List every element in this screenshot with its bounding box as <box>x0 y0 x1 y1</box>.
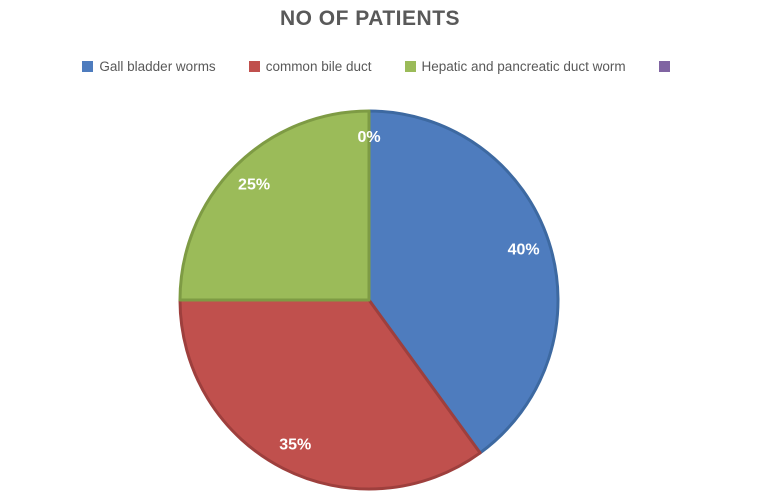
legend-marker-icon <box>658 60 670 72</box>
legend-item-2[interactable]: Hepatic and pancreatic duct worm <box>404 58 626 74</box>
legend-item-0[interactable]: Gall bladder worms <box>82 58 216 74</box>
pie-slice-label: 35% <box>279 436 311 453</box>
pie-slice-label: 40% <box>508 241 540 258</box>
legend-label: Gall bladder worms <box>99 58 216 74</box>
legend-label: Hepatic and pancreatic duct worm <box>421 58 626 74</box>
legend-item-1[interactable]: common bile duct <box>248 58 372 74</box>
pie-slice-1[interactable] <box>178 298 482 491</box>
legend-marker-icon <box>248 60 260 72</box>
pie-slice-label: 25% <box>238 177 270 194</box>
pie-slice-0[interactable] <box>367 109 560 455</box>
legend-label: common bile duct <box>265 58 372 74</box>
legend-item-3[interactable] <box>658 60 676 72</box>
chart-title: NO OF PATIENTS <box>279 7 461 30</box>
pie-slice-2[interactable] <box>178 109 371 302</box>
pie-slice-label: 0% <box>357 129 380 146</box>
legend-marker-icon <box>404 60 416 72</box>
legend-marker-icon <box>82 60 94 72</box>
chart-legend: Gall bladder worms common bile duct Hepati… <box>0 56 758 76</box>
